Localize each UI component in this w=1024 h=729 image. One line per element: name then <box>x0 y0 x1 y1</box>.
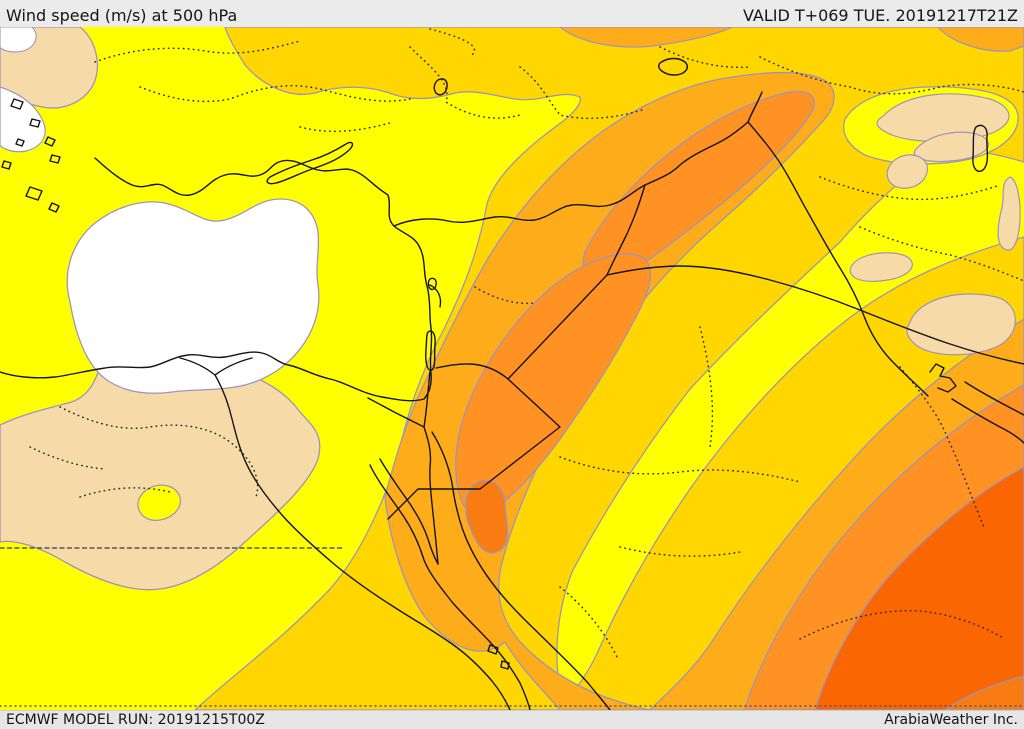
title-bar: Wind speed (m/s) at 500 hPa VALID T+069 … <box>0 0 1024 27</box>
coastline-turkey-levant-egypt <box>0 157 433 402</box>
latitude-grid-dotted <box>0 547 1024 707</box>
fill-orange-top-right-corner <box>937 27 1024 52</box>
lake-urmia <box>972 124 989 173</box>
map-canvas <box>0 27 1024 710</box>
border-turkey-armenia-iran <box>747 91 763 123</box>
island-cyprus <box>266 141 354 185</box>
border-jordan-saudi <box>387 378 561 520</box>
calm-white-areas <box>0 27 320 394</box>
border-iran-iraq <box>747 121 929 397</box>
coastline-persian-gulf-south <box>951 398 1024 444</box>
coastline-sinai-east <box>379 458 439 565</box>
coastline-gulf-of-aqaba <box>423 426 439 565</box>
border-jordan-iraq <box>507 274 608 380</box>
border-iraq-saudi <box>606 265 1024 365</box>
fill-yellow-hole-egypt <box>137 484 182 522</box>
river-nile <box>214 374 511 710</box>
fill-orange-top-center <box>559 27 733 48</box>
coastline-kuwait-bay <box>929 363 957 393</box>
islands-red-sea <box>487 644 510 670</box>
wind-speed-map <box>0 27 1024 710</box>
coastline-persian-gulf-north <box>964 381 1024 416</box>
coastline-red-sea-east <box>431 431 611 710</box>
border-syria-iraq <box>606 184 646 276</box>
lake-dead-sea <box>425 330 436 371</box>
valid-time-label: VALID T+069 TUE. 20191217T21Z <box>742 6 1018 26</box>
model-run-label: ECMWF MODEL RUN: 20191215T00Z <box>6 712 265 728</box>
fill-tan-iran-5 <box>906 293 1016 356</box>
coastline-antalya-islands <box>25 186 60 213</box>
border-syria-jordan <box>435 363 509 380</box>
status-bar: ECMWF MODEL RUN: 20191215T00Z ArabiaWeat… <box>0 710 1024 729</box>
lake-van <box>658 57 688 76</box>
fill-tan-iran-1 <box>876 93 1010 143</box>
islands-aegean <box>1 98 61 170</box>
border-israel-egypt <box>367 397 425 428</box>
coast-and-borders <box>0 57 1024 710</box>
coastline-gulf-of-suez <box>369 464 531 710</box>
fill-orange-deep-aqaba-blob <box>465 479 509 554</box>
coastline-nile-delta <box>179 357 253 376</box>
lake-tuz <box>433 78 448 96</box>
fill-white-marmara <box>0 27 37 53</box>
fill-white-aegean <box>0 86 46 153</box>
lake-galilee <box>427 277 437 291</box>
border-turkey-syria-iraq <box>393 121 749 227</box>
fill-tan-right-edge <box>997 176 1021 251</box>
brand-label: ArabiaWeather Inc. <box>884 712 1018 728</box>
border-israel-jordan <box>423 371 431 428</box>
admin-dotted-boundaries <box>29 28 1024 660</box>
border-lebanon-syria <box>429 284 442 308</box>
weak-wind-tan-patches <box>0 27 1021 591</box>
fill-tan-iran-3 <box>886 154 928 189</box>
fill-orange-deepest-corner <box>814 466 1024 710</box>
fill-tan-iran-4 <box>849 252 913 282</box>
fill-white-east-med <box>66 198 320 394</box>
map-title: Wind speed (m/s) at 500 hPa <box>6 6 238 26</box>
